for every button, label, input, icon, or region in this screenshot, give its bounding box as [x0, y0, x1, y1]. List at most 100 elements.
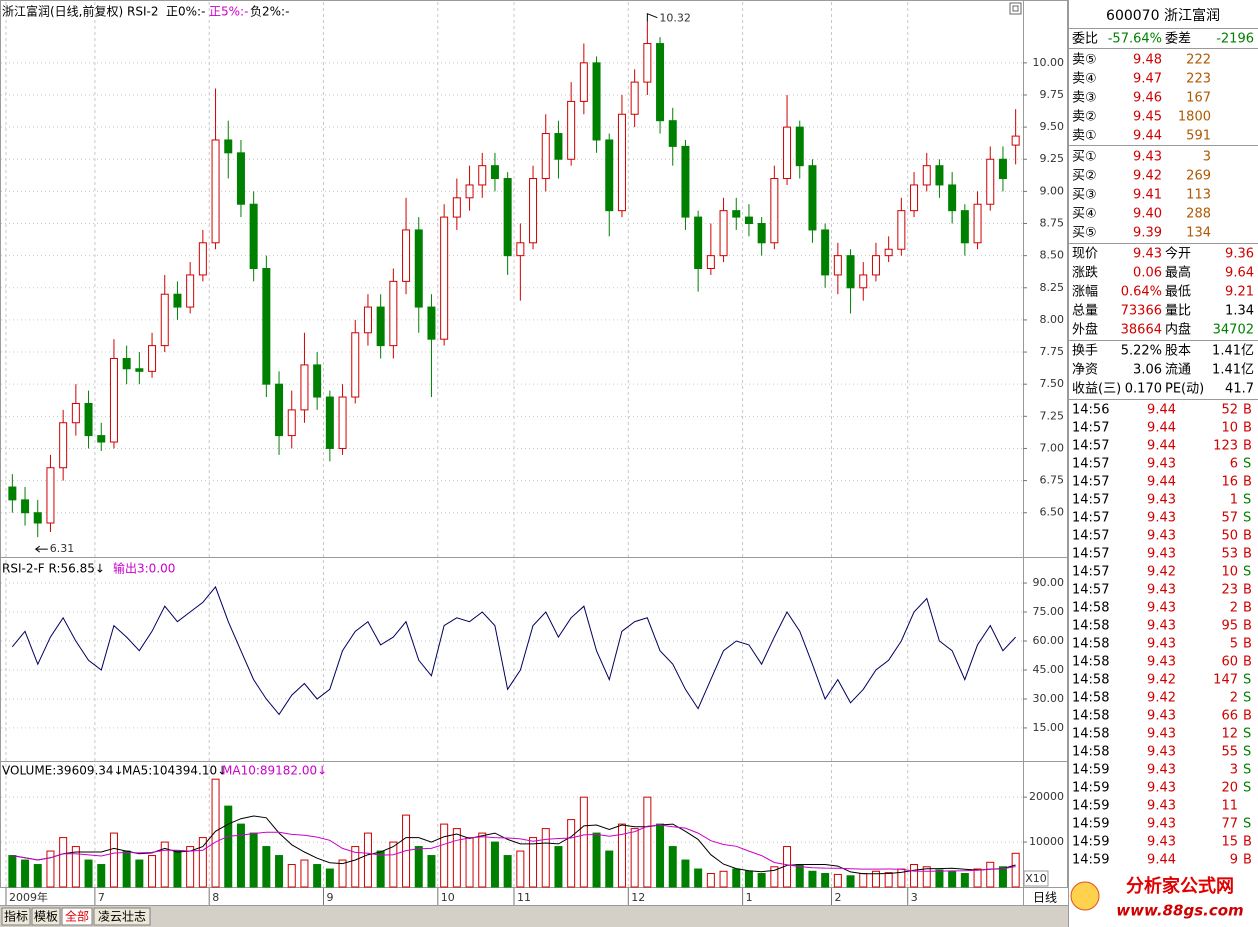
legend-item: 正5%:- [209, 5, 248, 19]
tab[interactable] [61, 907, 93, 926]
y-tick-label: 9.75 [1040, 88, 1065, 101]
trade-side: B [1243, 637, 1252, 652]
candle-body [821, 229, 830, 276]
trade-price: 9.43 [1147, 529, 1176, 544]
candle-body [71, 402, 80, 424]
x-tick-label: 8 [212, 891, 219, 904]
candle-body [338, 396, 347, 449]
volume-bar [363, 832, 372, 888]
quote-label: 量比 [1165, 304, 1191, 319]
trade-volume: 11 [1221, 799, 1238, 814]
candle-body [186, 274, 195, 308]
trade-volume: 95 [1221, 619, 1238, 634]
candle-body [84, 402, 93, 437]
candle-body [668, 120, 677, 147]
trade-side: B [1243, 529, 1252, 544]
book-label: 买① [1072, 150, 1097, 165]
trade-price: 9.43 [1147, 457, 1176, 472]
trade-price: 9.44 [1147, 853, 1176, 868]
candle-body [465, 184, 474, 199]
trade-time: 14:59 [1072, 799, 1109, 814]
quote-label: 委比 [1072, 32, 1098, 47]
y-tick-label: 9.00 [1040, 184, 1065, 197]
x-tick-label: 2009年 [9, 890, 48, 904]
candle-body [770, 178, 779, 244]
y-tick-label: 60.00 [1033, 634, 1065, 647]
y-tick-label: 75.00 [1033, 605, 1065, 618]
period-label: 日线 [1033, 891, 1057, 905]
candle-body [884, 248, 893, 257]
trade-time: 14:59 [1072, 817, 1109, 832]
volume-bar [325, 868, 334, 888]
candle-body [97, 435, 106, 443]
candle-body [363, 306, 372, 334]
trade-price: 9.43 [1147, 655, 1176, 670]
book-price: 9.40 [1133, 207, 1162, 222]
candle-body [973, 203, 982, 244]
trade-price: 9.43 [1147, 637, 1176, 652]
candle-body [529, 178, 538, 244]
candle-body [249, 203, 258, 270]
candle-body [795, 126, 804, 167]
trade-side: B [1243, 547, 1252, 562]
x-tick-label: 12 [631, 891, 645, 904]
volume-bar [452, 828, 461, 888]
trade-volume: 9 [1230, 853, 1238, 868]
trade-price: 9.44 [1147, 421, 1176, 436]
chart-title: 浙江富润(日线,前复权) RSI-2 [2, 4, 158, 19]
trade-volume: 12 [1221, 727, 1238, 742]
tab[interactable] [1, 907, 31, 926]
candle-body [148, 345, 157, 372]
volume-bar [21, 859, 30, 888]
tab[interactable] [31, 907, 61, 926]
volume-bar [821, 873, 830, 888]
quote-value: 41.7 [1225, 382, 1254, 397]
trade-price: 9.43 [1147, 601, 1176, 616]
trade-volume: 50 [1221, 529, 1238, 544]
quote-label: 最低 [1165, 285, 1191, 300]
candle-body [236, 152, 245, 205]
book-label: 买⑤ [1072, 226, 1097, 241]
volume-bar [440, 823, 449, 888]
quote-label: 净资 [1072, 363, 1098, 378]
volume-bar [198, 837, 207, 888]
trade-price: 9.42 [1147, 565, 1176, 580]
window-button[interactable] [1009, 2, 1022, 15]
volume-bar [808, 870, 817, 888]
trade-volume: 10 [1221, 421, 1238, 436]
candle-body [135, 368, 144, 372]
trade-time: 14:58 [1072, 727, 1109, 742]
trade-price: 9.43 [1147, 511, 1176, 526]
tab[interactable] [93, 907, 151, 926]
volume-bar [529, 837, 538, 888]
candle-body [833, 255, 842, 276]
quote-value: -57.64% [1108, 32, 1162, 47]
quote-value: 34702 [1213, 323, 1254, 338]
trade-side: B [1243, 439, 1252, 454]
y-tick-label: 7.25 [1040, 409, 1065, 422]
trade-side: S [1243, 727, 1251, 742]
candle-body [402, 229, 411, 282]
trade-volume: 147 [1213, 673, 1238, 688]
quote-label: 委差 [1165, 32, 1191, 47]
volume-bar [541, 828, 550, 888]
trade-price: 9.43 [1147, 547, 1176, 562]
volume-bar [224, 805, 233, 888]
volume-bar [59, 837, 68, 888]
book-volume: 3 [1203, 150, 1211, 165]
trade-price: 9.44 [1147, 403, 1176, 418]
candle-body [173, 293, 182, 308]
candle-body [986, 158, 995, 205]
volume-bar [960, 873, 969, 888]
volume-bar [998, 866, 1007, 888]
trade-time: 14:57 [1072, 565, 1109, 580]
trade-price: 9.42 [1147, 673, 1176, 688]
rsi-subtitle: 输出3:0.00 [113, 561, 175, 576]
quote-value: 0.64% [1121, 285, 1162, 300]
candle-body [732, 210, 741, 218]
trade-side: S [1243, 745, 1251, 760]
volume-bar [859, 873, 868, 888]
trade-volume: 5 [1230, 637, 1238, 652]
x-tick-label: 1 [746, 891, 753, 904]
